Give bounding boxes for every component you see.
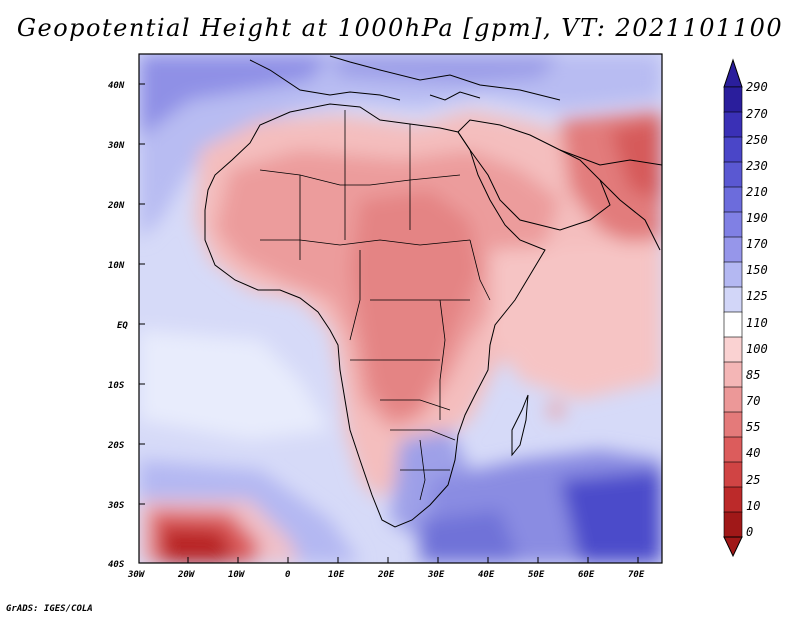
- colorbar-label: 10: [746, 499, 760, 513]
- colorbar-swatch: [723, 161, 743, 188]
- lon-axis: 30W 20W 10W 0 10E 20E 30E 40E 50E 60E 70…: [127, 557, 645, 580]
- colorbar-label: 70: [746, 394, 760, 408]
- lon-label: 10E: [328, 570, 345, 580]
- country-borders: [259, 110, 491, 501]
- colorbar-swatch: [723, 311, 743, 338]
- colorbar-label: 25: [746, 473, 760, 487]
- colorbar-label: 170: [746, 237, 768, 251]
- colorbar-label: 250: [746, 133, 768, 147]
- colorbar-swatch: [723, 136, 743, 163]
- colorbar-top-arrow: [723, 58, 743, 88]
- colorbar-swatches: [723, 86, 743, 538]
- colorbar-swatch: [723, 386, 743, 413]
- lat-axis: 40N 30N 20N 10N EQ 10S 20S 30S 40S: [107, 81, 145, 570]
- colorbar-label: 230: [746, 159, 768, 173]
- grads-credit: GrADS: IGES/COLA: [6, 604, 93, 614]
- lon-label: 10W: [228, 570, 246, 580]
- colorbar-label: 150: [746, 263, 768, 277]
- colorbar-label: 0: [746, 525, 753, 539]
- colorbar-label: 270: [746, 107, 768, 121]
- colorbar-label: 190: [746, 211, 768, 225]
- colorbar-swatch: [723, 411, 743, 438]
- colorbar-label: 290: [746, 80, 768, 94]
- colorbar-label: 110: [746, 316, 768, 330]
- lat-label: 30S: [107, 501, 125, 511]
- colorbar-label: 40: [746, 446, 760, 460]
- chart-title: Geopotential Height at 1000hPa [gpm], VT…: [16, 14, 784, 42]
- colorbar-swatch: [723, 236, 743, 263]
- colorbar-swatch: [723, 336, 743, 363]
- colorbar-swatch: [723, 361, 743, 388]
- colorbar-swatch: [723, 211, 743, 238]
- lon-label: 50E: [528, 570, 545, 580]
- colorbar-bottom-arrow: [723, 536, 743, 558]
- lat-label: 30N: [107, 141, 125, 151]
- lat-label: EQ: [117, 321, 128, 331]
- colorbar-label: 85: [746, 368, 760, 382]
- lon-label: 20W: [177, 570, 196, 580]
- colorbar-swatch: [723, 186, 743, 213]
- lon-label: 40E: [478, 570, 495, 580]
- map-frame: [138, 53, 663, 564]
- colorbar-swatch: [723, 461, 743, 488]
- colorbar-swatch: [723, 261, 743, 288]
- colorbar-swatch: [723, 436, 743, 463]
- lat-label: 40N: [108, 81, 125, 91]
- lon-label: 0: [285, 570, 291, 580]
- lat-label: 10S: [108, 381, 125, 391]
- lon-label: 60E: [578, 570, 595, 580]
- coastlines: [204, 55, 662, 528]
- colorbar-swatch: [723, 286, 743, 313]
- colorbar-label: 55: [746, 420, 760, 434]
- colorbar-label: 100: [746, 342, 768, 356]
- colorbar: 290 270 250 230 210 190 170 150 125 110 …: [723, 58, 768, 558]
- height-field: [139, 54, 662, 563]
- lon-label: 20E: [377, 570, 395, 580]
- colorbar-swatch: [723, 511, 743, 538]
- lat-label: 40S: [108, 560, 125, 570]
- lon-label: 30W: [127, 570, 146, 580]
- lat-label: 10N: [108, 261, 125, 271]
- colorbar-label: 210: [746, 185, 768, 199]
- lon-label: 70E: [628, 570, 645, 580]
- lon-label: 30E: [427, 570, 445, 580]
- colorbar-swatch: [723, 86, 743, 113]
- lat-label: 20N: [107, 201, 125, 211]
- colorbar-swatch: [723, 486, 743, 513]
- colorbar-swatch: [723, 111, 743, 138]
- lat-label: 20S: [107, 441, 125, 451]
- colorbar-label: 125: [746, 289, 768, 303]
